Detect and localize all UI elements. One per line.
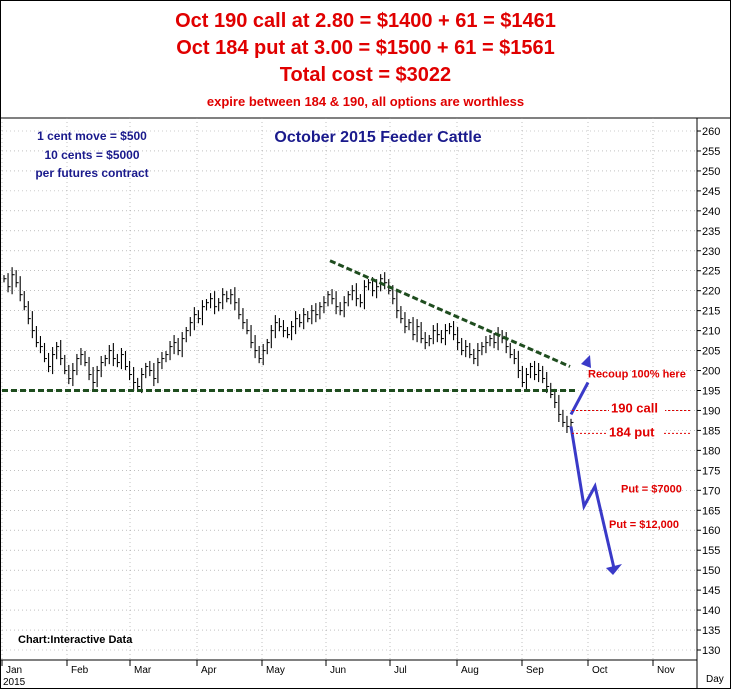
month-label: Jan [6, 665, 22, 676]
y-tick-label: 240 [702, 206, 720, 218]
y-tick-label: 190 [702, 405, 720, 417]
y-tick-label: 210 [702, 326, 720, 338]
trendline [329, 259, 571, 368]
y-tick-label: 155 [702, 545, 720, 557]
annotation-label: Put = $7000 [621, 483, 682, 495]
month-label: Jul [394, 665, 407, 676]
down-arrow-head-icon [606, 564, 622, 575]
month-label: Feb [71, 665, 89, 676]
up-arrow-head-icon [581, 355, 591, 368]
note-line-3: per futures contract [35, 166, 148, 180]
month-label: Jun [330, 665, 346, 676]
month-label: Apr [201, 665, 217, 676]
y-tick-label: 205 [702, 346, 720, 358]
y-tick-label: 250 [702, 166, 720, 178]
month-label: Nov [657, 665, 675, 676]
y-tick-label: 145 [702, 585, 720, 597]
month-label: Sep [526, 665, 544, 676]
y-tick-label: 230 [702, 246, 720, 258]
y-tick-label: 165 [702, 505, 720, 517]
chart-credit: Chart:Interactive Data [18, 634, 133, 646]
up-arrow-path [569, 381, 590, 416]
y-tick-label: 135 [702, 625, 720, 637]
y-tick-label: 195 [702, 386, 720, 398]
x-unit-label: Day [706, 674, 724, 685]
y-tick-label: 150 [702, 565, 720, 577]
month-label: May [266, 665, 285, 676]
annotation-label: Put = $12,000 [609, 519, 679, 531]
header-line-1: Oct 190 call at 2.80 = $1400 + 61 = $146… [175, 10, 556, 32]
month-label: Aug [461, 665, 479, 676]
header-line-2: Oct 184 put at 3.00 = $1500 + 61 = $1561 [176, 37, 555, 59]
note-line-2: 10 cents = $5000 [44, 148, 139, 162]
y-tick-label: 235 [702, 226, 720, 238]
y-tick-label: 175 [702, 465, 720, 477]
y-tick-label: 160 [702, 525, 720, 537]
header-line-4: expire between 184 & 190, all options ar… [206, 94, 525, 109]
month-label: Oct [592, 665, 608, 676]
y-tick-label: 180 [702, 445, 720, 457]
note-line-1: 1 cent move = $500 [37, 129, 147, 143]
header-line-3: Total cost = $3022 [279, 64, 452, 86]
label-background [607, 424, 663, 438]
y-tick-label: 140 [702, 605, 720, 617]
annotation-label: Recoup 100% here [588, 369, 686, 381]
y-tick-label: 215 [702, 306, 720, 318]
year-label: 2015 [3, 677, 26, 688]
chart-title: October 2015 Feeder Cattle [274, 129, 481, 146]
y-tick-label: 200 [702, 366, 720, 378]
label-background [609, 400, 665, 414]
y-tick-label: 255 [702, 146, 720, 158]
down-arrow-path [569, 426, 616, 569]
y-tick-label: 260 [702, 126, 720, 138]
y-tick-label: 245 [702, 186, 720, 198]
y-tick-label: 225 [702, 266, 720, 278]
y-tick-label: 170 [702, 485, 720, 497]
y-tick-label: 130 [702, 645, 720, 657]
annotation-label: 190 call [611, 400, 658, 415]
annotation-label: 184 put [609, 424, 655, 439]
y-tick-label: 220 [702, 286, 720, 298]
y-tick-label: 185 [702, 425, 720, 437]
month-label: Mar [134, 665, 152, 676]
